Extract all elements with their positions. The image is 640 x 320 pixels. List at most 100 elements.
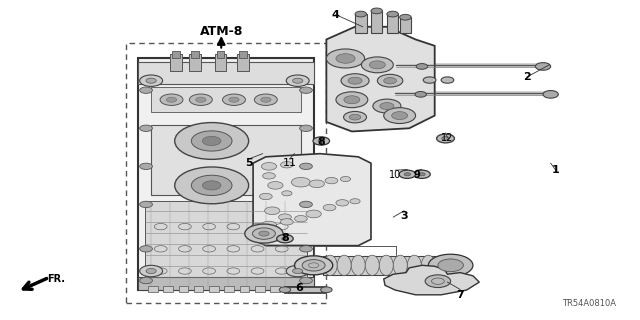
Bar — [179, 286, 188, 292]
Text: 1: 1 — [552, 165, 559, 175]
Circle shape — [261, 221, 276, 229]
Text: 6: 6 — [296, 284, 303, 293]
Text: 9: 9 — [413, 170, 420, 180]
Circle shape — [282, 237, 288, 240]
Circle shape — [175, 123, 248, 159]
Ellipse shape — [337, 255, 351, 276]
Bar — [255, 286, 264, 292]
Text: 5: 5 — [245, 158, 252, 168]
Circle shape — [321, 287, 332, 292]
Circle shape — [325, 178, 338, 184]
Bar — [323, 256, 451, 275]
Bar — [138, 277, 314, 290]
Circle shape — [166, 97, 177, 102]
Circle shape — [280, 162, 293, 168]
Bar — [240, 286, 249, 292]
Bar — [125, 43, 326, 303]
Text: 8: 8 — [281, 233, 289, 243]
Circle shape — [384, 77, 396, 84]
Bar — [215, 54, 227, 71]
Circle shape — [309, 180, 324, 188]
Circle shape — [276, 235, 293, 243]
Circle shape — [140, 125, 152, 132]
Circle shape — [340, 177, 351, 181]
Bar — [209, 286, 219, 292]
Circle shape — [140, 201, 152, 208]
Circle shape — [286, 75, 309, 86]
Text: 2: 2 — [524, 72, 531, 82]
Circle shape — [278, 214, 291, 220]
Circle shape — [441, 77, 454, 83]
Circle shape — [348, 77, 362, 84]
Circle shape — [302, 260, 325, 271]
Circle shape — [140, 75, 163, 86]
Circle shape — [341, 74, 369, 88]
Circle shape — [415, 92, 426, 97]
Circle shape — [254, 94, 277, 105]
Bar — [285, 287, 326, 292]
Circle shape — [384, 108, 415, 124]
Bar — [387, 14, 398, 33]
Circle shape — [300, 125, 312, 132]
Circle shape — [355, 11, 367, 17]
Bar — [172, 51, 180, 59]
Circle shape — [300, 87, 312, 93]
Text: 11: 11 — [282, 158, 296, 168]
Circle shape — [160, 94, 183, 105]
Circle shape — [140, 163, 152, 170]
Ellipse shape — [351, 255, 365, 276]
Circle shape — [146, 78, 156, 83]
Bar — [285, 286, 295, 292]
Circle shape — [404, 173, 410, 176]
Circle shape — [419, 173, 425, 176]
Circle shape — [268, 181, 283, 189]
Circle shape — [294, 256, 333, 275]
Bar — [270, 286, 280, 292]
Circle shape — [543, 91, 558, 98]
Circle shape — [280, 219, 293, 225]
Circle shape — [399, 14, 411, 20]
Circle shape — [294, 215, 307, 222]
Bar — [194, 286, 204, 292]
Bar — [138, 62, 314, 84]
Text: 7: 7 — [456, 290, 464, 300]
Bar — [189, 54, 201, 71]
Circle shape — [306, 210, 321, 218]
Bar — [151, 87, 301, 112]
Circle shape — [416, 64, 428, 69]
Circle shape — [286, 265, 309, 277]
Bar — [239, 51, 246, 59]
Circle shape — [378, 74, 403, 87]
Circle shape — [252, 228, 275, 239]
Bar — [371, 11, 383, 33]
Circle shape — [140, 87, 152, 93]
Ellipse shape — [394, 255, 407, 276]
Circle shape — [261, 163, 276, 170]
Circle shape — [349, 114, 361, 120]
Text: 4: 4 — [332, 10, 340, 20]
Bar — [148, 286, 157, 292]
Circle shape — [140, 265, 163, 277]
Bar — [191, 51, 199, 59]
Circle shape — [282, 191, 292, 196]
Circle shape — [318, 140, 324, 142]
Circle shape — [373, 99, 401, 113]
Polygon shape — [253, 154, 371, 246]
Text: FR.: FR. — [47, 274, 65, 284]
Circle shape — [336, 92, 368, 108]
Circle shape — [300, 201, 312, 208]
Circle shape — [392, 112, 408, 120]
Circle shape — [175, 167, 248, 204]
Circle shape — [350, 199, 360, 204]
Circle shape — [259, 231, 269, 236]
Circle shape — [423, 77, 436, 83]
Circle shape — [425, 275, 451, 288]
Circle shape — [202, 136, 221, 146]
Bar — [163, 286, 173, 292]
Circle shape — [442, 137, 449, 140]
Circle shape — [223, 94, 246, 105]
Circle shape — [336, 54, 355, 63]
Text: ATM-8: ATM-8 — [200, 25, 243, 38]
Circle shape — [399, 170, 415, 178]
Text: 10: 10 — [389, 170, 401, 180]
